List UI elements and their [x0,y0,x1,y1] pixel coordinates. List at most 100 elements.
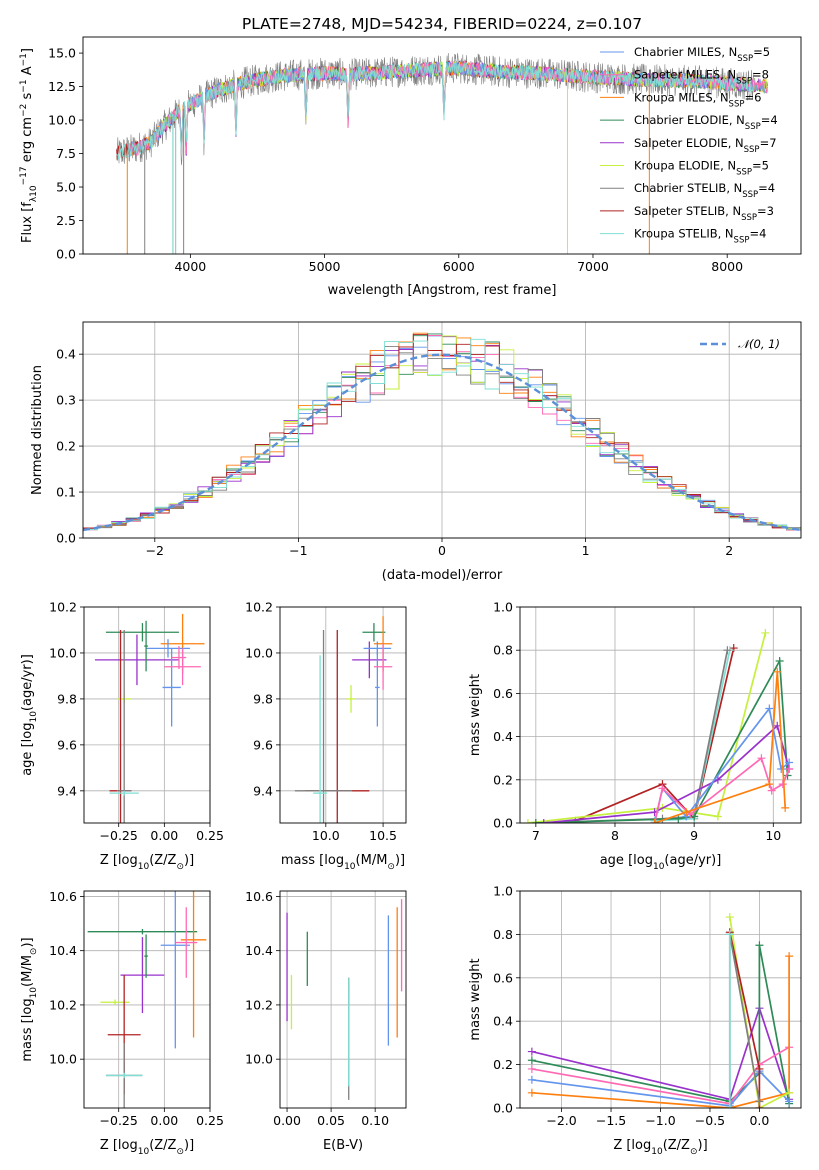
axes-frame [83,606,211,824]
x-tick-label: 10.0 [312,828,340,843]
y-tick-label: 10.2 [245,600,273,615]
x-tick-label: −0.25 [100,1113,138,1128]
x-tick-label: 2 [725,543,733,558]
weight-marker-kroupa_miles [773,667,782,676]
legend-entry: 𝒩(0, 1) [738,337,780,351]
x-tick-label: 0.10 [361,1113,389,1128]
x-tick-label: 0.0 [749,1113,769,1128]
x-tick-label: 1 [582,543,590,558]
y-tick-label: 9.6 [253,737,273,752]
y-tick-label: 10.0 [245,1052,273,1067]
x-axis-label: mass [log10(M/M⊙)] [281,853,405,872]
x-tick-label: 9 [690,828,698,843]
axes-frame [82,36,802,255]
y-tick-label: 0.3 [56,393,76,408]
legend-entry: Chabrier MILES, NSSP=5 [634,45,770,64]
x-tick-label: −0.5 [695,1113,725,1128]
y-tick-label: 10.0 [48,113,76,128]
y-axis-label: Normed distribution [30,365,45,495]
legend-entry: Salpeter STELIB, NSSP=3 [634,204,774,223]
x-tick-label: 0.00 [150,828,178,843]
y-tick-label: 7.5 [56,146,76,161]
y-tick-label: 1.0 [493,884,513,899]
axes-frame [279,890,407,1109]
y-tick-label: 10.6 [49,889,77,904]
legend-entry: Salpeter ELODIE, NSSP=7 [634,136,777,155]
y-tick-label: 9.4 [253,783,273,798]
y-tick-label: 10.6 [245,889,273,904]
y-tick-label: 9.6 [57,737,77,752]
weight-line-salpeter_stelib [575,647,735,822]
weight-marker-chabrier_stelib [723,646,732,655]
age-vs-metallicity-panel: −0.25 0.00 0.25 9.4 9.6 9.8 10.0 10.2 Z [log10(Z… [20,600,224,873]
y-tick-label: 10.2 [49,997,77,1012]
legend-entry: Salpeter MILES, NSSP=8 [634,68,769,87]
y-tick-label: 0.0 [56,247,76,262]
weight-marker-salpeter_elodie [527,1047,536,1056]
y-axis-label: Flux [fλ10−17 erg cm−2 s−1 A−1] [19,48,39,243]
x-tick-label: −1 [289,543,307,558]
figure-title: PLATE=2748, MJD=54234, FIBERID=0224, z=0… [242,15,642,33]
x-tick-label: 0.25 [196,1113,224,1128]
weight-marker-kroupa_stelib [725,930,734,939]
normal-reference-curve [83,353,801,532]
x-tick-label: 0.25 [196,828,224,843]
weight-marker-chabrier_miles [527,1075,536,1084]
y-tick-label: 9.8 [253,691,273,706]
mass-vs-ebv-panel: 0.00 0.05 0.10 10.0 10.2 10.4 10.6 E(B-V) [245,889,407,1153]
y-tick-label: 0.2 [493,772,513,787]
x-tick-label: 10 [765,828,781,843]
weight-marker-kroupa_elodie [523,819,532,823]
x-tick-label: 8000 [711,259,743,274]
y-tick-label: 0.6 [493,686,513,701]
weight-marker-salpeter_elodie [539,819,548,823]
y-tick-label: 0.0 [56,531,76,546]
weight-marker-kroupa_miles [650,819,659,823]
weight-marker-chabrier_elodie [755,941,764,950]
weight-marker-salpeter_miles [757,754,766,763]
x-axis-label: Z [log10(Z/Z⊙)] [100,853,194,872]
weight-marker-kroupa_stelib [725,1104,734,1108]
y-tick-label: 0.4 [493,1014,513,1029]
axes-frame [519,606,802,824]
mass-vs-metallicity-panel: −0.25 0.00 0.25 10.0 10.2 10.4 10.6 Z [log10(Z/… [20,889,224,1157]
weight-marker-chabrier_elodie [531,819,540,823]
legend-entry: Kroupa STELIB, NSSP=4 [634,227,766,246]
weight-marker-salpeter_stelib [755,1064,764,1073]
axes-frame [519,890,802,1109]
y-tick-label: 0.4 [493,729,513,744]
legend-entry: Kroupa ELODIE, NSSP=5 [634,159,769,178]
x-axis-label: (data-model)/error [382,568,503,583]
weight-marker-salpeter_miles [767,786,776,795]
y-tick-label: 0.8 [493,643,513,658]
histogram-kroupa_stelib [83,338,801,532]
weight-marker-kroupa_miles [785,952,794,961]
y-tick-label: 0.8 [493,927,513,942]
x-tick-label: −2 [146,543,164,558]
y-tick-label: 2.5 [56,213,76,228]
x-tick-label: 5000 [309,259,341,274]
age-vs-mass-panel: 10.0 10.5 9.4 9.6 9.8 10.0 10.2 mass [log10(M/M… [245,600,407,872]
y-tick-label: 0.2 [493,1057,513,1072]
y-tick-label: 10.0 [49,645,77,660]
axes-frame [83,890,211,1109]
x-axis-label: E(B-V) [323,1138,363,1153]
x-tick-label: 0.05 [317,1113,345,1128]
y-tick-label: 9.4 [57,783,77,798]
weight-marker-salpeter_miles [527,1064,536,1073]
residuals-histogram-panel: −2 −1 0 1 2 0.0 0.1 0.2 0.3 0.4 (data-model)/error… [30,321,802,583]
y-axis-label: age [log10(age/yr)] [20,654,39,776]
legend-entry: Chabrier STELIB, NSSP=4 [634,181,775,200]
weight-line-salpeter_elodie [531,1005,790,1101]
y-tick-label: 0.1 [56,485,76,500]
weight-marker-chabrier_elodie [775,657,784,665]
spectrum-legend: Chabrier MILES, NSSP=5 Salpeter MILES, NS… [600,45,778,246]
axes-frame [279,606,407,824]
mass-weight-vs-age-panel: 7 8 9 10 0.0 0.2 0.4 0.6 0.8 1.0 age [log10(age/yr… [468,600,802,872]
x-tick-label: −0.25 [100,828,138,843]
y-tick-label: 0.0 [493,1101,513,1116]
weight-marker-kroupa_elodie [725,913,734,922]
x-tick-label: −1.5 [596,1113,626,1128]
x-tick-label: 0.00 [150,1113,178,1128]
y-tick-label: 15.0 [48,46,76,61]
